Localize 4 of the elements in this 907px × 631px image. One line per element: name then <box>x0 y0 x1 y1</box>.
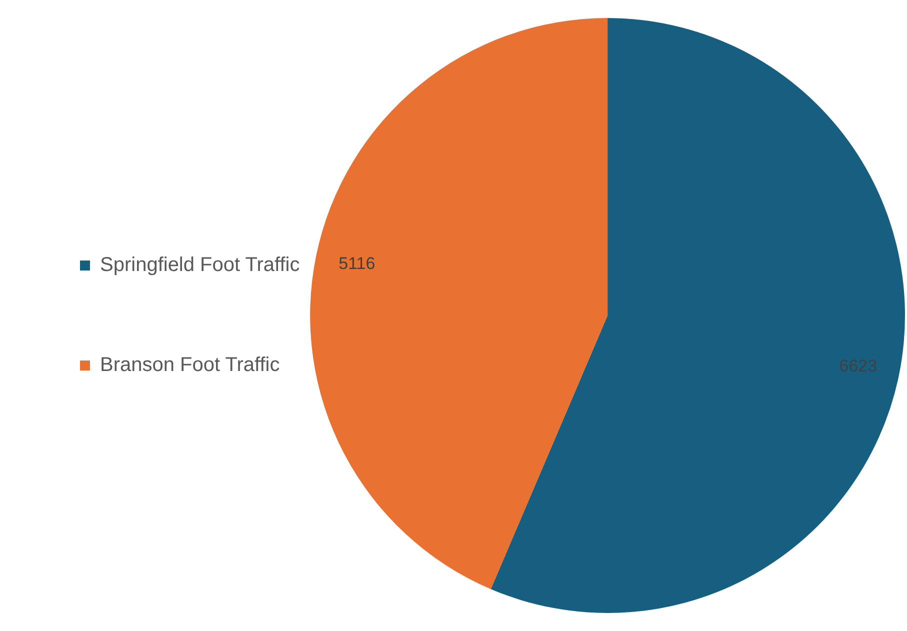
legend-label: Branson Foot Traffic <box>100 354 280 376</box>
legend-label: Springfield Foot Traffic <box>100 254 300 276</box>
data-label: 6623 <box>839 356 878 376</box>
data-label: 5116 <box>338 254 376 273</box>
